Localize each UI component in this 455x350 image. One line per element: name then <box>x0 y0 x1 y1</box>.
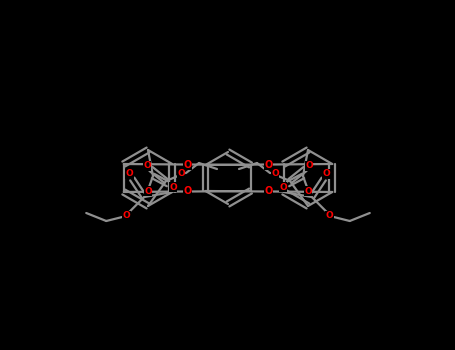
Text: O: O <box>305 161 313 170</box>
Text: O: O <box>183 187 191 196</box>
Text: O: O <box>169 182 177 191</box>
Text: O: O <box>271 168 279 177</box>
Text: O: O <box>143 161 151 170</box>
Text: O: O <box>279 182 287 191</box>
Text: O: O <box>326 211 334 220</box>
Text: O: O <box>265 160 273 169</box>
Text: O: O <box>304 187 312 196</box>
Text: O: O <box>177 168 185 177</box>
Text: O: O <box>265 187 273 196</box>
Text: O: O <box>122 211 130 220</box>
Text: O: O <box>144 187 152 196</box>
Text: O: O <box>323 169 331 178</box>
Text: O: O <box>126 169 133 178</box>
Text: O: O <box>183 160 191 169</box>
